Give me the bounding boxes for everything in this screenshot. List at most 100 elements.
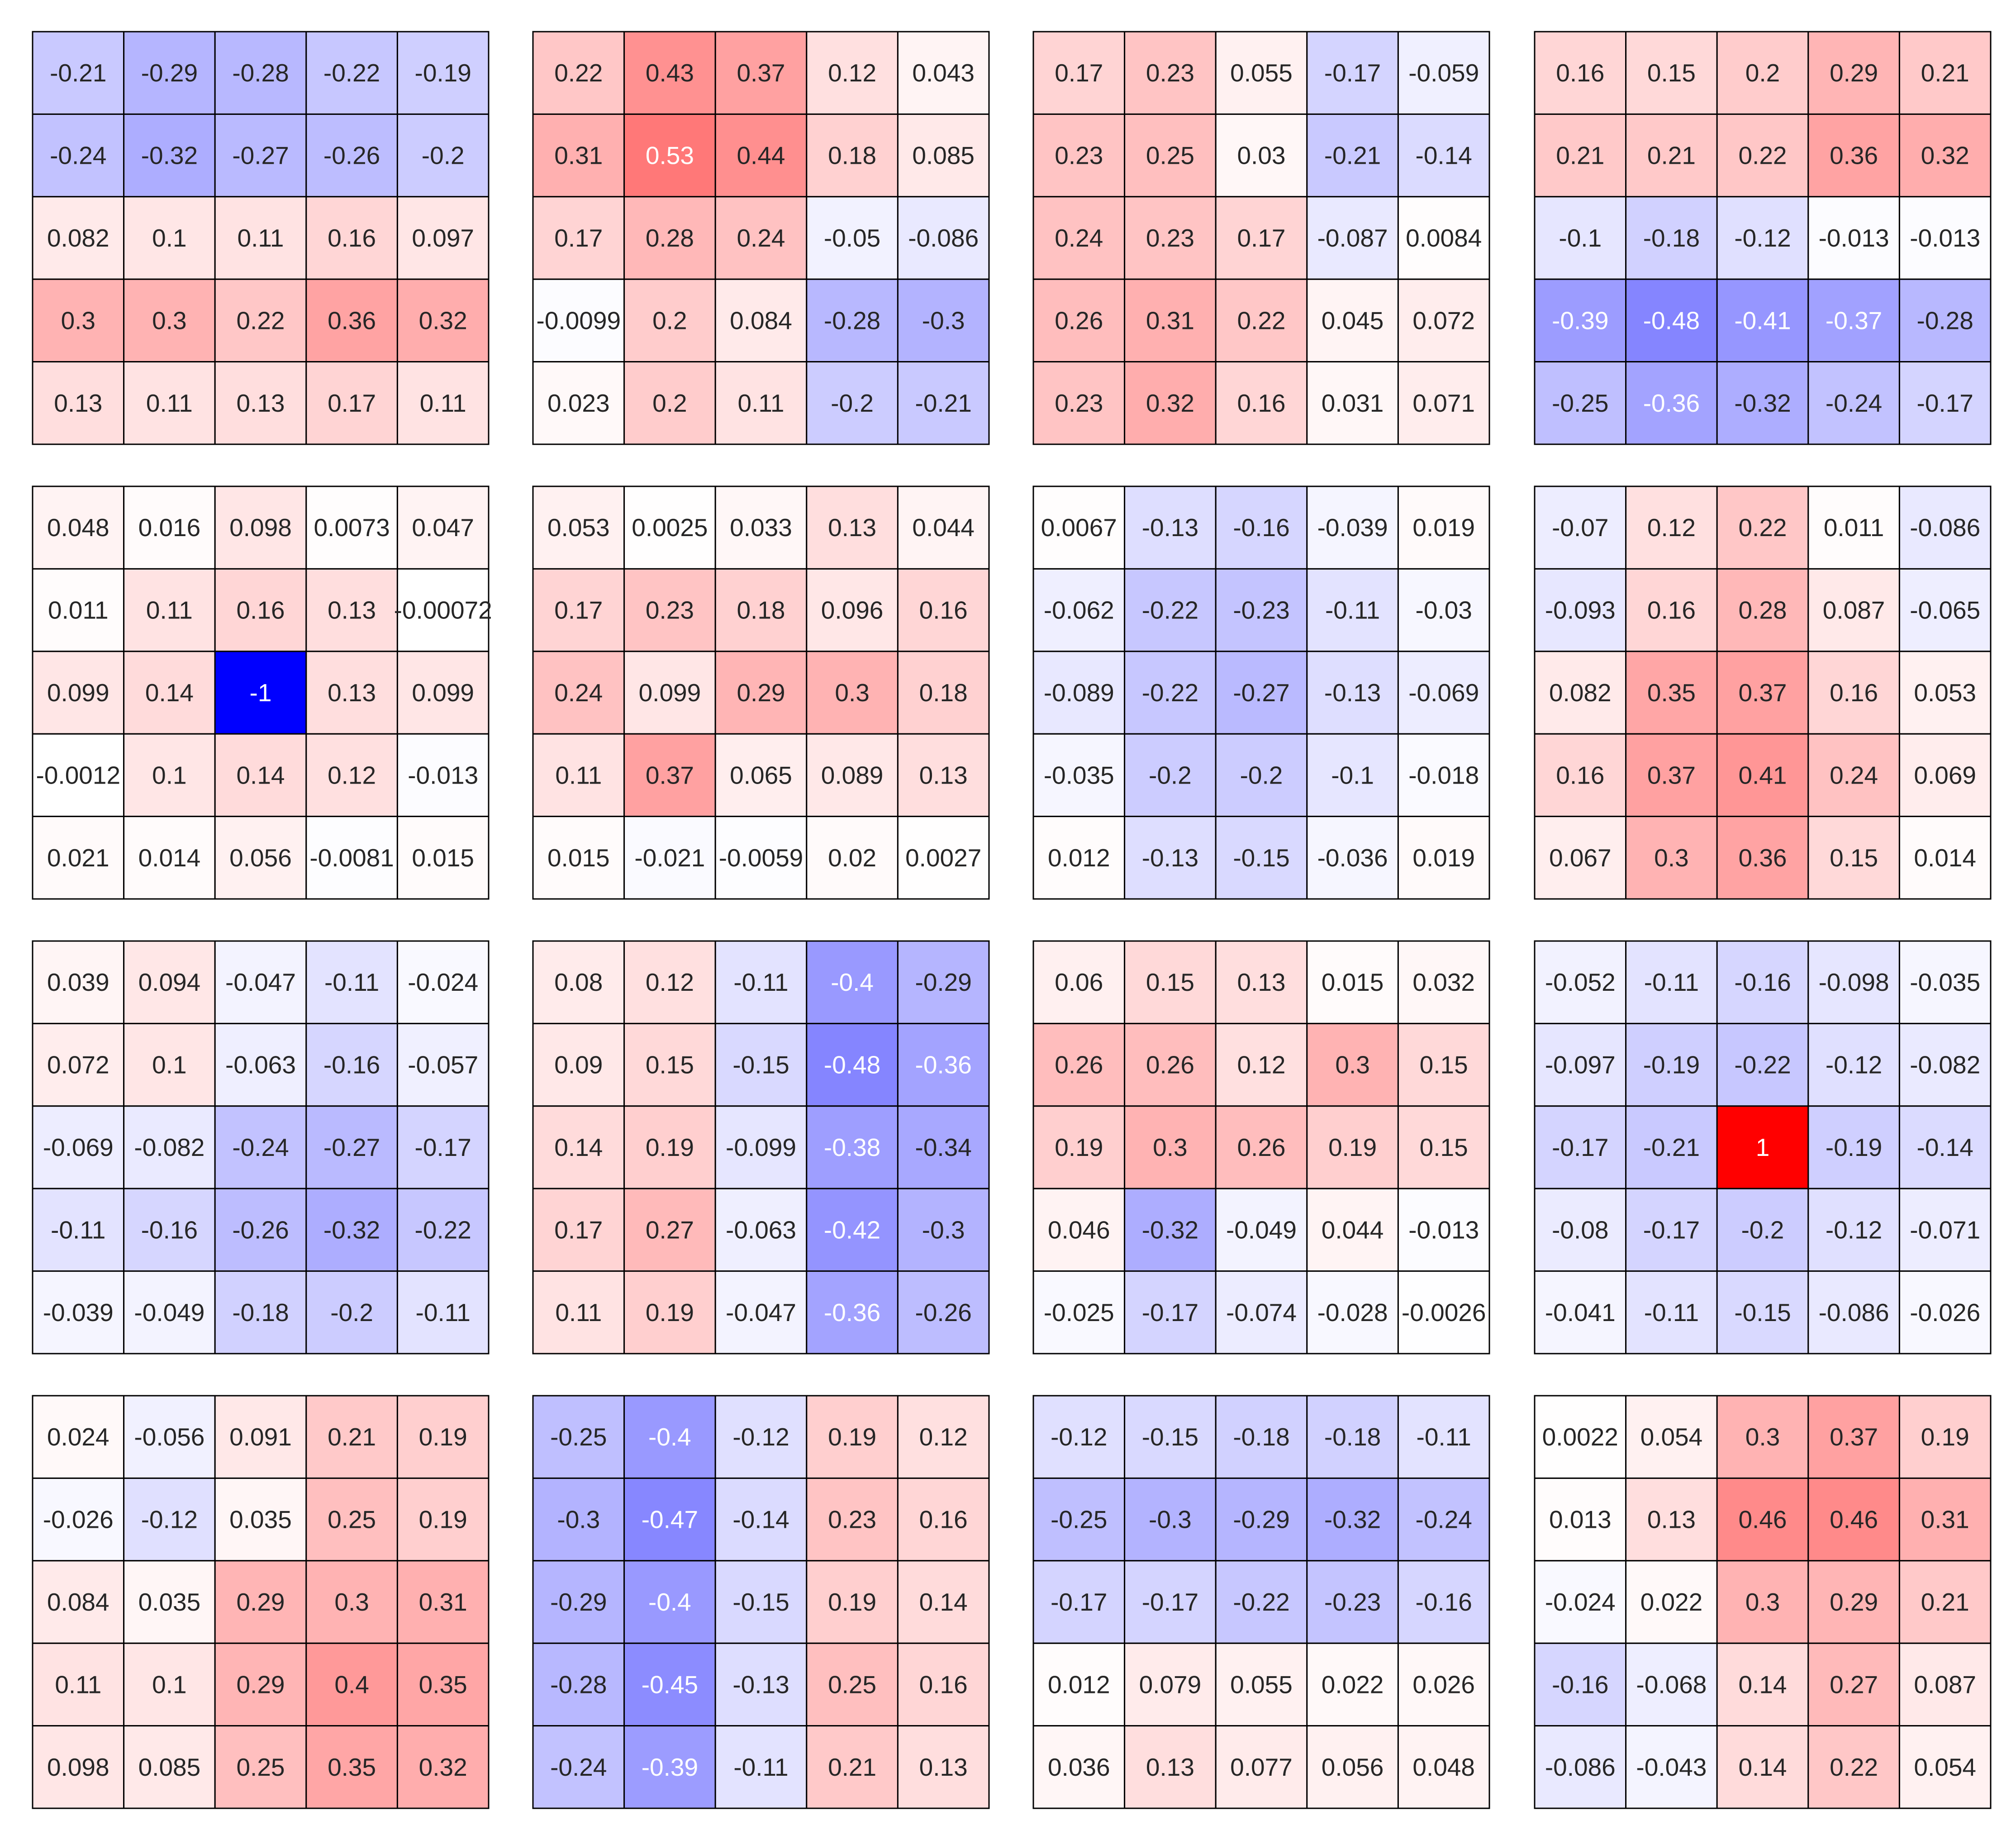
heatmap-cell [1306, 1188, 1399, 1272]
heatmap-cell-label: 0.035 [138, 1588, 201, 1616]
heatmap-cell [214, 651, 307, 735]
heatmap-cell-label: 0.29 [737, 679, 785, 707]
heatmap-cell-label: -0.035 [1910, 968, 1980, 996]
heatmap-cell [1534, 1188, 1627, 1272]
heatmap-cell-label: 0.22 [1830, 1753, 1878, 1781]
heatmap-cell-label: 0.035 [229, 1506, 292, 1534]
heatmap-cell [1625, 1477, 1718, 1562]
heatmap-cell-label: 0.0027 [905, 844, 981, 872]
heatmap-cell [123, 31, 216, 115]
heatmap-cell [1716, 651, 1809, 735]
heatmap-cell-label: -0.3 [1149, 1506, 1192, 1534]
heatmap-cell-label: 0.21 [1921, 1588, 1969, 1616]
heatmap-panel-7: 0.0067 -0.13 -0.16 -0.039 0.019 -0.062 -0.22 -0… [1032, 485, 1490, 900]
heatmap-cell-label: 0.055 [1230, 59, 1293, 87]
heatmap-cell-label: -0.17 [415, 1133, 471, 1161]
heatmap-cell [123, 1725, 216, 1809]
heatmap-cell [32, 278, 125, 363]
heatmap-cell [1397, 485, 1490, 570]
heatmap-cell [532, 940, 625, 1024]
heatmap-cell [1124, 1477, 1217, 1562]
heatmap-cell [806, 1642, 899, 1727]
heatmap-cell [1898, 1560, 1992, 1644]
heatmap-cell-label: -0.11 [733, 968, 788, 996]
heatmap-cell-label: -0.013 [1408, 1216, 1479, 1244]
heatmap-cell-label: 0.012 [1048, 1670, 1110, 1698]
heatmap-cell-label: -0.15 [1142, 1423, 1198, 1451]
heatmap-cell [1898, 1270, 1992, 1355]
heatmap-cell-label: 0.084 [47, 1588, 109, 1616]
heatmap-cell [1625, 278, 1718, 363]
heatmap-cell-label: 0.021 [47, 844, 109, 872]
heatmap-cell-label: -0.15 [1233, 844, 1289, 872]
heatmap-cell [214, 31, 307, 115]
heatmap-cell [1124, 1270, 1217, 1355]
heatmap-cell [897, 1022, 990, 1107]
heatmap-panel-1: -0.21 -0.29 -0.28 -0.22 -0.19 -0.24 -0.32 -0.27… [32, 31, 490, 445]
heatmap-cell [1306, 1395, 1399, 1479]
heatmap-cell-label: 0.087 [1823, 596, 1885, 624]
heatmap-cell-label: 0.35 [419, 1670, 467, 1698]
heatmap-cell-label: -0.11 [1417, 1423, 1471, 1451]
heatmap-cell-label: -0.056 [134, 1423, 204, 1451]
heatmap-cell-label: 0.1 [152, 1670, 186, 1698]
heatmap-cell [897, 568, 990, 652]
heatmap-cell-label: -0.05 [824, 224, 880, 252]
heatmap-cell-label: -0.11 [51, 1216, 105, 1244]
heatmap-cell-label: -0.24 [550, 1753, 607, 1781]
heatmap-cell [123, 1560, 216, 1644]
heatmap-cell-label: -0.15 [732, 1588, 789, 1616]
heatmap-cell [532, 1642, 625, 1727]
heatmap-cell [1306, 1022, 1399, 1107]
heatmap-cell-label: 0.031 [1322, 389, 1384, 417]
heatmap-cell-label: 0.024 [47, 1423, 109, 1451]
heatmap-cell [1534, 31, 1627, 115]
heatmap-cell-label: -0.24 [1416, 1506, 1472, 1534]
heatmap-cell [214, 1105, 307, 1189]
heatmap-cell [1898, 113, 1992, 198]
heatmap-cell [1215, 1105, 1308, 1189]
heatmap-cell [1625, 485, 1718, 570]
heatmap-cell-label: -0.2 [1240, 761, 1283, 789]
heatmap-cell-label: 0.11 [738, 389, 785, 417]
heatmap-cell-label: -0.26 [323, 142, 380, 170]
heatmap-cell-label: 0.23 [1146, 224, 1194, 252]
heatmap-cell-label: -0.026 [43, 1506, 114, 1534]
heatmap-cell [1716, 1270, 1809, 1355]
heatmap-cell [1625, 113, 1718, 198]
heatmap-cell-label: 0.46 [1830, 1506, 1878, 1534]
heatmap-cell [1898, 1642, 1992, 1727]
heatmap-cell [897, 1560, 990, 1644]
heatmap-cell-label: 0.26 [1055, 306, 1103, 334]
heatmap-cell-label: 0.047 [412, 513, 474, 542]
heatmap-cell [1534, 816, 1627, 900]
heatmap-cell [1215, 1560, 1308, 1644]
heatmap-cell [1124, 816, 1217, 900]
heatmap-cell-label: -0.024 [408, 968, 478, 996]
heatmap-cell-label: -0.4 [831, 968, 874, 996]
heatmap-cell-label: 0.26 [1237, 1133, 1285, 1161]
heatmap-cell-label: 0.091 [229, 1423, 292, 1451]
heatmap-cell-label: 0.067 [1549, 844, 1612, 872]
heatmap-cell-label: 0.15 [1830, 844, 1878, 872]
heatmap-cell-label: -0.069 [1408, 679, 1479, 707]
heatmap-cell-label: -0.37 [1826, 306, 1882, 334]
heatmap-cell-label: -0.39 [1552, 306, 1608, 334]
heatmap-cell-label: 0.069 [1914, 761, 1976, 789]
heatmap-cell [1807, 1725, 1900, 1809]
heatmap-cell [1032, 1270, 1126, 1355]
heatmap-cell-label: -0.22 [1142, 679, 1198, 707]
heatmap-cell [897, 278, 990, 363]
heatmap-cell [305, 733, 398, 818]
heatmap-cell [305, 1560, 398, 1644]
heatmap-cell-label: 0.13 [919, 1753, 968, 1781]
heatmap-cell-label: -0.3 [922, 1216, 965, 1244]
heatmap-cell [1716, 1642, 1809, 1727]
heatmap-cell-label: -0.25 [1552, 389, 1608, 417]
heatmap-cell [532, 816, 625, 900]
heatmap-cell-label: -0.11 [1644, 968, 1699, 996]
heatmap-cell-label: 0.3 [61, 306, 95, 334]
heatmap-cell-label: 0.29 [236, 1588, 285, 1616]
heatmap-cell [1306, 1642, 1399, 1727]
heatmap-cell [623, 278, 716, 363]
